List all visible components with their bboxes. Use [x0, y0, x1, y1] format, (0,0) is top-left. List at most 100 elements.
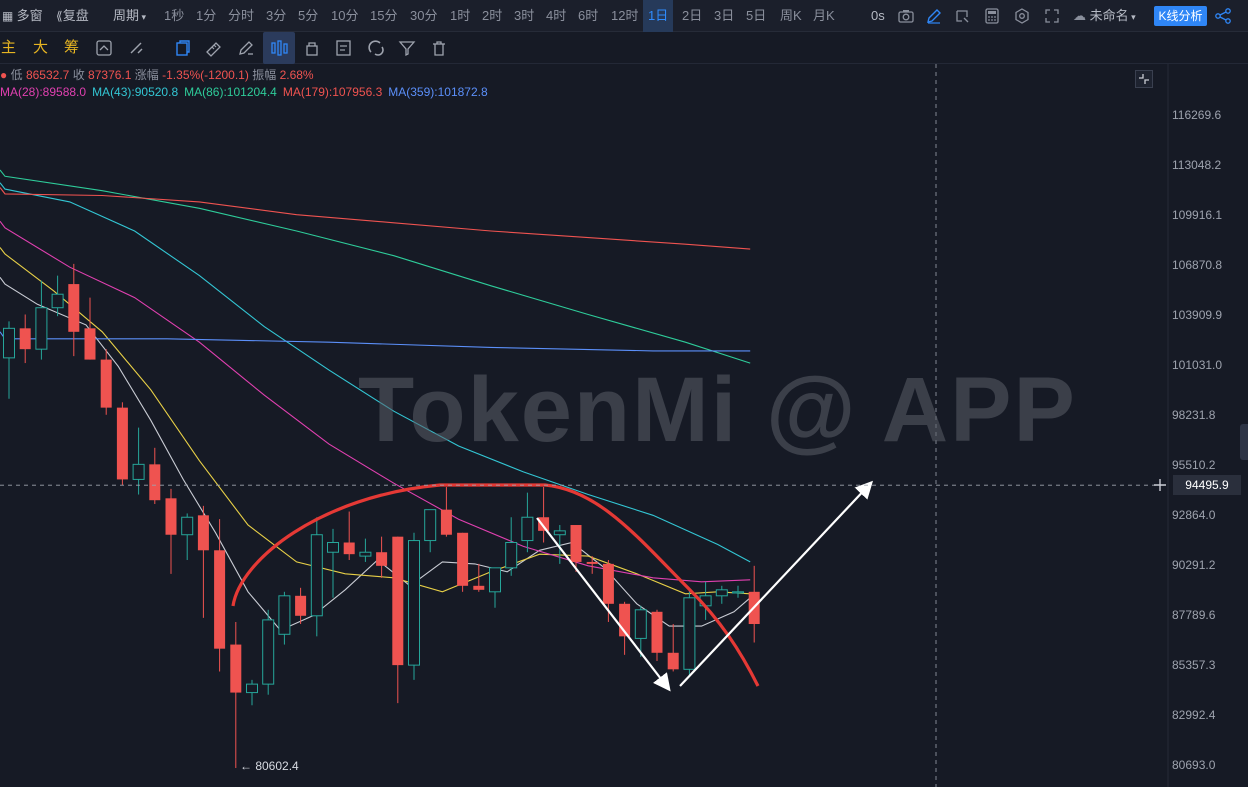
up-arrow-drawing[interactable]	[679, 480, 874, 687]
camera-icon[interactable]	[897, 7, 915, 25]
pencil-icon[interactable]	[925, 7, 943, 25]
timeframe-tab[interactable]: 2时	[482, 8, 503, 23]
side-panel-handle[interactable]	[1240, 424, 1248, 460]
brush-icon[interactable]	[236, 38, 256, 58]
select-icon[interactable]	[953, 7, 971, 25]
rounded-top-drawing[interactable]	[231, 483, 760, 687]
magnet-icon[interactable]	[366, 38, 386, 58]
lock-icon[interactable]	[302, 38, 322, 58]
layout-name-dropdown[interactable]: ☁ 未命名 ▾	[1073, 8, 1136, 23]
price-tick-label: 101031.0	[1172, 358, 1223, 372]
timeframe-tab[interactable]: 15分	[370, 8, 398, 23]
fullscreen-icon[interactable]	[1043, 7, 1061, 25]
candles-icon[interactable]	[263, 32, 295, 64]
ruler-icon[interactable]	[204, 38, 224, 58]
candle-body	[570, 525, 582, 562]
candle	[197, 505, 209, 618]
candle-body	[197, 515, 209, 551]
collapse-icon[interactable]	[1135, 70, 1153, 88]
candle	[359, 538, 372, 562]
candle-body	[132, 463, 145, 480]
candle-body	[440, 509, 452, 535]
price-dot-icon: ●	[0, 68, 8, 82]
price-tick-label: 87789.6	[1172, 608, 1216, 622]
timeframe-tab[interactable]: 1秒	[164, 8, 185, 23]
candle-body	[310, 534, 323, 617]
price-tick-label: 92864.0	[1172, 508, 1216, 522]
kline-analysis-button[interactable]: K线分析	[1154, 6, 1207, 26]
price-tick-label: 113048.2	[1172, 158, 1222, 172]
candle-body	[359, 551, 372, 557]
restore-button[interactable]: ⟪复盘	[56, 8, 89, 23]
candle	[149, 447, 161, 504]
erase-icon[interactable]	[127, 38, 147, 58]
timeframe-tab[interactable]: 3日	[714, 8, 735, 23]
calculator-icon[interactable]	[983, 7, 1001, 25]
ma-legend-item: MA(28):89588.0	[0, 85, 87, 99]
timeframe-tab[interactable]: 12时	[611, 8, 639, 23]
candle-body	[51, 293, 64, 309]
candle	[100, 349, 112, 415]
candle	[230, 621, 242, 769]
note-icon[interactable]	[334, 38, 354, 58]
price-tick-label: 95510.2	[1172, 458, 1216, 472]
down-arrow-drawing[interactable]	[536, 517, 671, 692]
price-tick-label: 82992.4	[1172, 708, 1216, 722]
timeframe-tab[interactable]: 3时	[514, 8, 535, 23]
candle-body	[327, 542, 339, 553]
sync-icon[interactable]	[94, 38, 114, 58]
plus-icon[interactable]	[1152, 477, 1168, 493]
timeframe-tab[interactable]: 5分	[298, 8, 319, 23]
top-toolbar: ▦ 多窗 ⟪复盘 周期 ▾ 1秒 1分 分时 3分 5分 10分 15分 30分 1时 2时 3时 4…	[0, 0, 1248, 32]
period-dropdown[interactable]: 周期 ▾	[113, 8, 147, 23]
candle-body	[116, 407, 128, 480]
timeframe-tab[interactable]: 3分	[266, 8, 287, 23]
candle-body	[149, 464, 161, 501]
timeframe-tab[interactable]: 1分	[196, 8, 217, 23]
candle-body	[732, 591, 744, 594]
timeframe-tab[interactable]: 分时	[228, 8, 255, 23]
candle	[262, 609, 275, 695]
trash-icon[interactable]	[429, 38, 449, 58]
chevron-down-icon: ▾	[1128, 12, 1136, 22]
layout-button[interactable]: ▦ 多窗	[2, 8, 43, 23]
filter-icon[interactable]	[397, 38, 417, 58]
candle-body	[3, 327, 15, 359]
timeframe-tab[interactable]: 6时	[578, 8, 599, 23]
cloud-icon: ☁	[1073, 8, 1090, 23]
candlestick-chart[interactable]	[0, 64, 1248, 787]
low-label: 低	[10, 68, 23, 82]
settings-icon[interactable]	[1013, 7, 1031, 25]
candle	[392, 536, 404, 704]
timeframe-tab[interactable]: 月K	[813, 8, 835, 23]
candle	[602, 559, 614, 622]
candle	[619, 601, 631, 655]
ma-legend-item: MA(43):90520.8	[92, 85, 179, 99]
share-icon[interactable]	[1214, 7, 1232, 25]
candle-body	[165, 498, 177, 535]
ma-legend-item: MA(86):101204.4	[184, 85, 277, 99]
candle	[295, 587, 307, 625]
candle	[408, 532, 420, 680]
candle	[553, 525, 566, 564]
timeframe-tab[interactable]: 4时	[546, 8, 567, 23]
price-tick-label: 90291.2	[1172, 558, 1216, 572]
candle-body	[84, 328, 96, 360]
timeframe-tab[interactable]: 1日	[643, 0, 674, 32]
big-order-indicator[interactable]: 大	[33, 39, 49, 56]
candle-body	[68, 284, 80, 332]
candle-body	[505, 542, 518, 569]
candle-body	[473, 585, 485, 590]
timeframe-tab[interactable]: 1时	[450, 8, 471, 23]
timeframe-tab[interactable]: 周K	[780, 8, 802, 23]
price-tick-label: 85357.3	[1172, 658, 1216, 672]
copy-icon[interactable]	[173, 38, 193, 58]
timeframe-tab[interactable]: 10分	[331, 8, 359, 23]
main-force-indicator[interactable]: 主	[1, 39, 17, 56]
timeframe-tab[interactable]: 30分	[410, 8, 438, 23]
chip-indicator[interactable]: 筹	[64, 39, 80, 56]
timeframe-tab[interactable]: 5日	[746, 8, 767, 23]
candle-body	[35, 307, 48, 350]
change-label: 涨幅	[134, 68, 159, 82]
timeframe-tab[interactable]: 2日	[682, 8, 703, 23]
